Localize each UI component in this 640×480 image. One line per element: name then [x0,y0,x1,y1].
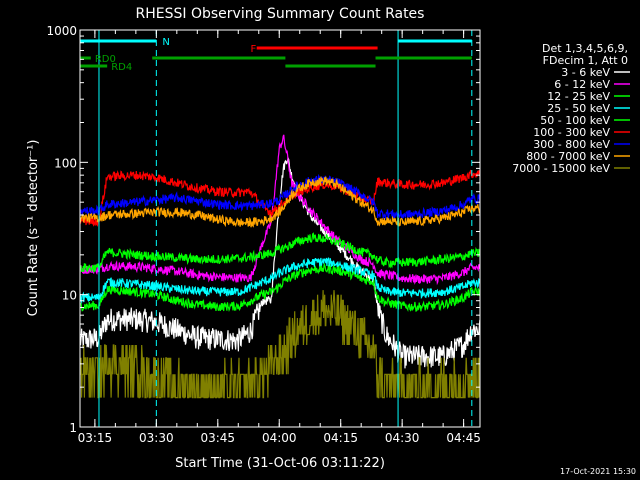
flag-bar-n [80,39,157,43]
x-axis-label: Start Time (31-Oct-06 03:11:22) [175,456,385,471]
flag-label-rd0: RD0 [95,54,116,65]
flag-bar-rd4 [285,64,376,68]
series-line-6to12keV [80,134,480,286]
legend-entry-label: 12 - 25 keV [547,90,610,103]
y-tick-label: 10 [62,289,77,303]
series-line-300to800keV [80,173,480,221]
y-tick-label: 1 [69,421,77,435]
chart-title: RHESSI Observing Summary Count Rates [136,6,425,22]
x-tick-label: 03:15 [78,431,113,445]
x-tick-label: 03:45 [200,431,235,445]
flag-label-n: N [162,37,169,48]
footer-date: 17-Oct-2021 15:30 [560,467,636,476]
flag-label-rd4: RD4 [111,62,132,73]
flag-label-f: F [251,44,257,55]
y-tick-label: 100 [54,156,77,170]
x-tick-label: 04:15 [323,431,358,445]
flag-bar-n [398,39,472,43]
legend: Det 1,3,4,5,6,9,FDecim 1, Att 03 - 6 keV… [512,42,630,175]
x-tick-label: 03:30 [139,431,174,445]
flag-bar-rd0 [375,56,472,60]
legend-entry-label: 25 - 50 keV [547,102,610,115]
legend-header-line: FDecim 1, Att 0 [543,54,628,67]
series-line-50to100keV [80,232,480,273]
legend-entry-label: 100 - 300 keV [533,126,610,139]
x-tick-label: 04:30 [385,431,420,445]
legend-entry-label: 300 - 800 keV [533,138,610,151]
series-line-12to25keV [80,261,480,313]
flag-bar-rd4 [80,64,108,68]
y-axis-label: Count Rate (s⁻¹ detector⁻¹) [26,140,41,317]
night-lines [98,30,473,427]
flag-bar-rd0 [80,56,91,60]
legend-header-line: Det 1,3,4,5,6,9, [542,42,628,55]
x-tick-label: 04:45 [446,431,481,445]
flag-bar-rd0 [152,56,286,60]
y-tick-label: 1000 [46,24,77,38]
series-line-25to50keV [80,257,480,305]
legend-entry-label: 50 - 100 keV [540,114,610,127]
legend-entry-label: 6 - 12 keV [554,78,610,91]
plot-frame [79,29,481,428]
series-line-800to7000keV [80,176,480,228]
legend-entry-label: 3 - 6 keV [561,66,610,79]
series-layer [80,134,480,399]
x-tick-label: 04:00 [262,431,297,445]
axes: 03:15 03:30 03:45 04:00 04:15 04:30 04:45 1 10 10… [46,24,480,445]
legend-entry-label: 800 - 7000 keV [526,150,610,163]
legend-entry-label: 7000 - 15000 keV [512,162,610,175]
flag-bar-f [256,46,378,50]
series-line-7000to15000keV [80,290,480,399]
